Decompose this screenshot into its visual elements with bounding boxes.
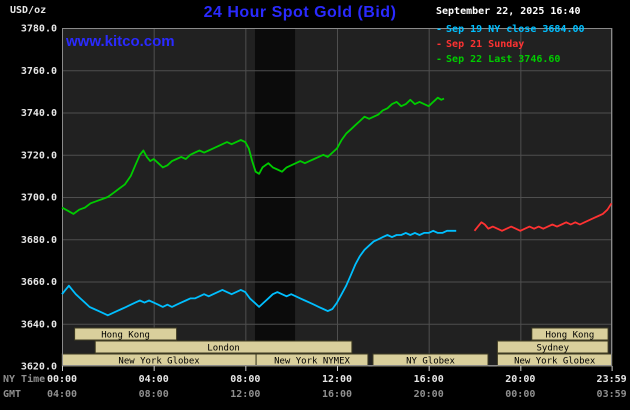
legend-dash-icon: - [436,39,443,50]
kitco-watermark-link[interactable]: www.kitco.com [66,33,175,50]
y-tick-label: 3760.0 [21,66,57,77]
legend-item-sep19: - Sep 19 NY close 3684.00 [436,22,585,37]
session-label: NY Globex [406,357,455,367]
session-label: New York Globex [118,357,200,367]
x-tick-label-ny: 12:00 [322,374,352,385]
x-tick-label-gmt: 04:00 [47,389,77,400]
session-label: New York Globex [514,357,596,367]
session-box-hong-kong [531,327,609,341]
x-tick-label-gmt: 12:00 [230,389,260,400]
legend-item-sep21: - Sep 21 Sunday [436,37,585,52]
x-tick-label-gmt: 08:00 [139,389,169,400]
series-line-sep19-ny-close [61,229,457,317]
y-axis-unit-label: USD/oz [10,5,47,16]
legend-label-sep19: Sep 19 NY close 3684.00 [446,24,585,35]
legend-label-sep21: Sep 21 Sunday [446,39,525,50]
y-tick-label: 3740.0 [21,108,57,119]
chart-datetime: September 22, 2025 16:40 [436,6,581,17]
x-tick-label-ny: 08:00 [230,374,260,385]
y-tick-label: 3620.0 [21,362,57,373]
x-tick-label-ny: 20:00 [505,374,535,385]
legend-item-sep22: - Sep 22 Last 3746.60 [436,52,585,67]
legend-label-sep22: Sep 22 Last 3746.60 [446,54,561,65]
series-line-sep21-sunday [473,202,613,232]
legend-dash-icon: - [436,24,443,35]
legend: September 22, 2025 16:40 - Sep 19 NY clos… [436,5,585,67]
legend-dash-icon: - [436,54,443,65]
x-tick-label-ny: 04:00 [139,374,169,385]
x-tick-label-gmt: 03:59 [597,389,627,400]
y-tick-label: 3640.0 [21,319,57,330]
plot-border [62,28,612,366]
x-tick-label-ny: 16:00 [414,374,444,385]
gmt-axis-label: GMT [3,389,21,400]
chart-title: 24 Hour Spot Gold (Bid) [203,4,397,21]
session-label: Sydney [537,344,570,354]
ny-time-axis-label: NY Time [3,373,45,385]
session-box-london [94,340,353,354]
session-label: London [207,344,240,354]
y-tick-label: 3720.0 [21,150,57,161]
session-label: Hong Kong [101,331,150,341]
x-tick-label-gmt: 20:00 [414,389,444,400]
y-tick-label: 3680.0 [21,235,57,246]
x-tick-label-ny: 23:59 [597,374,627,385]
y-tick-label: 3700.0 [21,193,57,204]
session-box-sydney [496,340,609,354]
session-label: Hong Kong [546,331,595,341]
session-label: New York NYMEX [274,357,350,367]
x-tick-label-gmt: 16:00 [322,389,352,400]
x-tick-label-gmt: 00:00 [505,389,535,400]
series-line-sep22-last [61,96,445,215]
x-tick-label-ny: 00:00 [47,374,77,385]
y-tick-label: 3780.0 [21,24,57,35]
y-tick-label: 3660.0 [21,277,57,288]
session-box-hong-kong [74,327,178,341]
